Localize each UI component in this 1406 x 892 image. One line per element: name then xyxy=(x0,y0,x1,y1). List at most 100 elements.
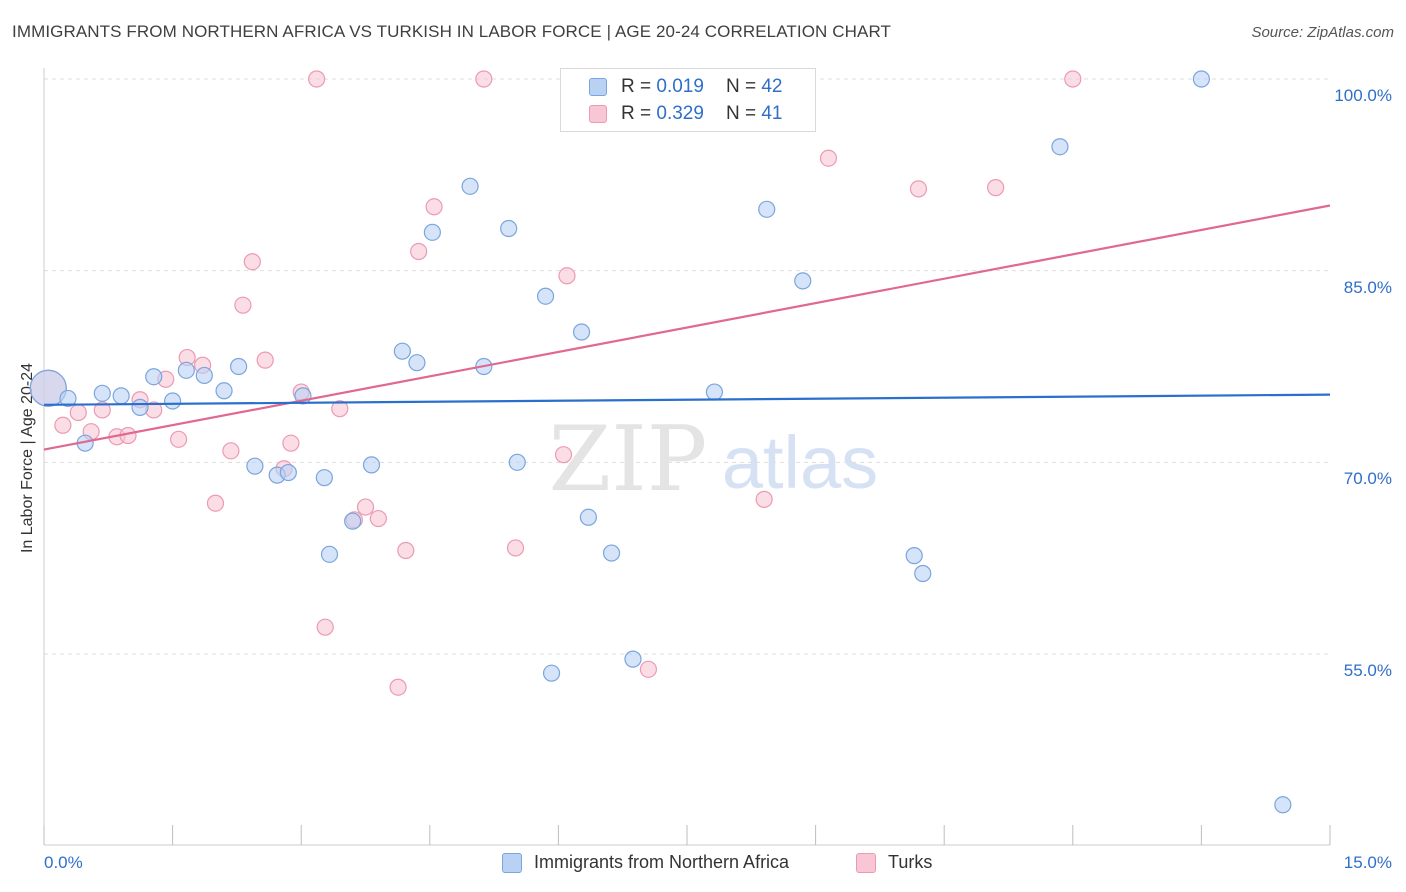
northern-africa-point xyxy=(905,547,923,565)
turks-point xyxy=(234,296,252,314)
turks-point xyxy=(170,430,188,448)
northern-africa-point xyxy=(29,369,67,407)
legend-r-value: 0.329 xyxy=(656,103,704,124)
northern-africa-point xyxy=(362,456,381,474)
correlation-legend: R = 0.019 N = 42 R = 0.329 N = 41 xyxy=(560,68,816,132)
turks-point xyxy=(389,678,407,696)
turks-point xyxy=(369,509,387,528)
northern-africa-point xyxy=(393,342,411,360)
northern-africa-point xyxy=(164,392,182,410)
x-tick-label-min: 0.0% xyxy=(44,853,83,872)
northern-africa-point xyxy=(624,650,642,668)
turks-point xyxy=(1064,70,1082,88)
northern-africa-point xyxy=(279,463,297,482)
northern-africa-point xyxy=(705,383,724,401)
legend-swatch-blue xyxy=(589,78,607,96)
northern-africa-point xyxy=(579,508,598,526)
northern-africa-point xyxy=(112,387,130,405)
turks-point xyxy=(475,70,493,88)
turks-point xyxy=(282,434,300,452)
turks-point xyxy=(397,541,415,560)
northern-africa-point xyxy=(500,219,518,238)
northern-africa-point xyxy=(758,200,776,218)
y-tick-label: 55.0% xyxy=(1343,661,1392,680)
northern-africa-point xyxy=(131,398,149,416)
northern-africa-point xyxy=(794,272,812,290)
turks-trend-line xyxy=(43,204,1331,451)
turks-point xyxy=(356,498,375,516)
northern-africa-point xyxy=(542,664,561,682)
northern-africa-point xyxy=(215,382,233,400)
bottom-legend-northern-africa: Immigrants from Northern Africa xyxy=(502,852,789,873)
legend-swatch-pink xyxy=(589,105,607,123)
trend-lines xyxy=(43,204,1331,451)
watermark-zip: ZIP xyxy=(549,407,708,512)
turks-point xyxy=(819,149,838,167)
northern-africa-point xyxy=(145,368,163,386)
legend-row-northern-africa: R = 0.019 N = 42 xyxy=(589,75,782,99)
legend-n-value: 42 xyxy=(761,76,783,97)
bottom-legend-swatch-pink xyxy=(856,852,876,873)
y-tick-label: 100.0% xyxy=(1334,86,1392,105)
turks-point xyxy=(316,618,334,636)
northern-africa-point xyxy=(1192,70,1211,88)
turks-point xyxy=(554,446,573,464)
bottom-legend-turks: Turks xyxy=(856,852,932,873)
source-credit: Source: ZipAtlas.com xyxy=(1251,24,1394,41)
turks-point xyxy=(222,442,240,460)
northern-africa-point xyxy=(93,384,111,402)
turks-point xyxy=(256,351,274,369)
northern-africa-point xyxy=(536,287,555,305)
northern-africa-point xyxy=(602,544,621,562)
y-tick-label: 85.0% xyxy=(1343,277,1392,297)
legend-r-value: 0.019 xyxy=(656,76,704,97)
turks-point xyxy=(639,660,658,678)
turks-point xyxy=(69,403,87,422)
turks-point xyxy=(425,198,443,216)
northern-africa-point xyxy=(344,512,362,530)
bottom-legend-label: Turks xyxy=(888,852,933,872)
northern-africa-point xyxy=(572,323,591,341)
turks-point xyxy=(243,253,261,271)
northern-africa-point xyxy=(246,457,264,475)
legend-row-turks: R = 0.329 N = 41 xyxy=(589,102,782,126)
turks-point xyxy=(206,494,225,512)
legend-n-label: N = xyxy=(725,103,757,124)
northern-africa-point xyxy=(315,469,333,487)
x-tick-label-max: 15.0% xyxy=(1343,853,1392,872)
northern-africa-point xyxy=(1051,138,1069,156)
turks-point xyxy=(54,416,72,434)
bottom-legend-swatch-blue xyxy=(502,852,522,873)
axes xyxy=(43,68,1331,846)
bottom-legend-label: Immigrants from Northern Africa xyxy=(534,852,790,872)
turks-point xyxy=(987,179,1005,197)
turks-point xyxy=(755,490,773,508)
turks-point xyxy=(410,242,428,261)
northern-africa-trend-line xyxy=(43,393,1331,406)
series-northern-africa-points xyxy=(29,70,1292,814)
chart-title: IMMIGRANTS FROM NORTHERN AFRICA VS TURKI… xyxy=(12,22,891,41)
northern-africa-point xyxy=(177,361,195,379)
legend-n-value: 41 xyxy=(761,103,783,124)
turks-point xyxy=(506,539,525,557)
northern-africa-point xyxy=(423,223,441,241)
legend-r-label: R = xyxy=(621,103,652,124)
legend-r-label: R = xyxy=(621,76,652,97)
northern-africa-point xyxy=(320,545,339,563)
turks-point xyxy=(308,70,326,88)
turks-point xyxy=(909,180,928,198)
turks-point xyxy=(558,267,576,285)
northern-africa-point xyxy=(59,389,77,408)
series-turks-points xyxy=(29,70,1082,696)
y-tick-label: 70.0% xyxy=(1343,469,1392,489)
northern-africa-point xyxy=(508,453,526,471)
legend-n-label: N = xyxy=(725,76,757,97)
northern-africa-point xyxy=(195,366,213,385)
northern-africa-point xyxy=(461,177,479,195)
turks-point xyxy=(331,400,349,418)
turks-point xyxy=(93,401,111,419)
northern-africa-point xyxy=(1274,796,1292,814)
northern-africa-point xyxy=(914,564,932,583)
northern-africa-point xyxy=(408,354,426,372)
watermark-atlas: atlas xyxy=(722,421,878,504)
